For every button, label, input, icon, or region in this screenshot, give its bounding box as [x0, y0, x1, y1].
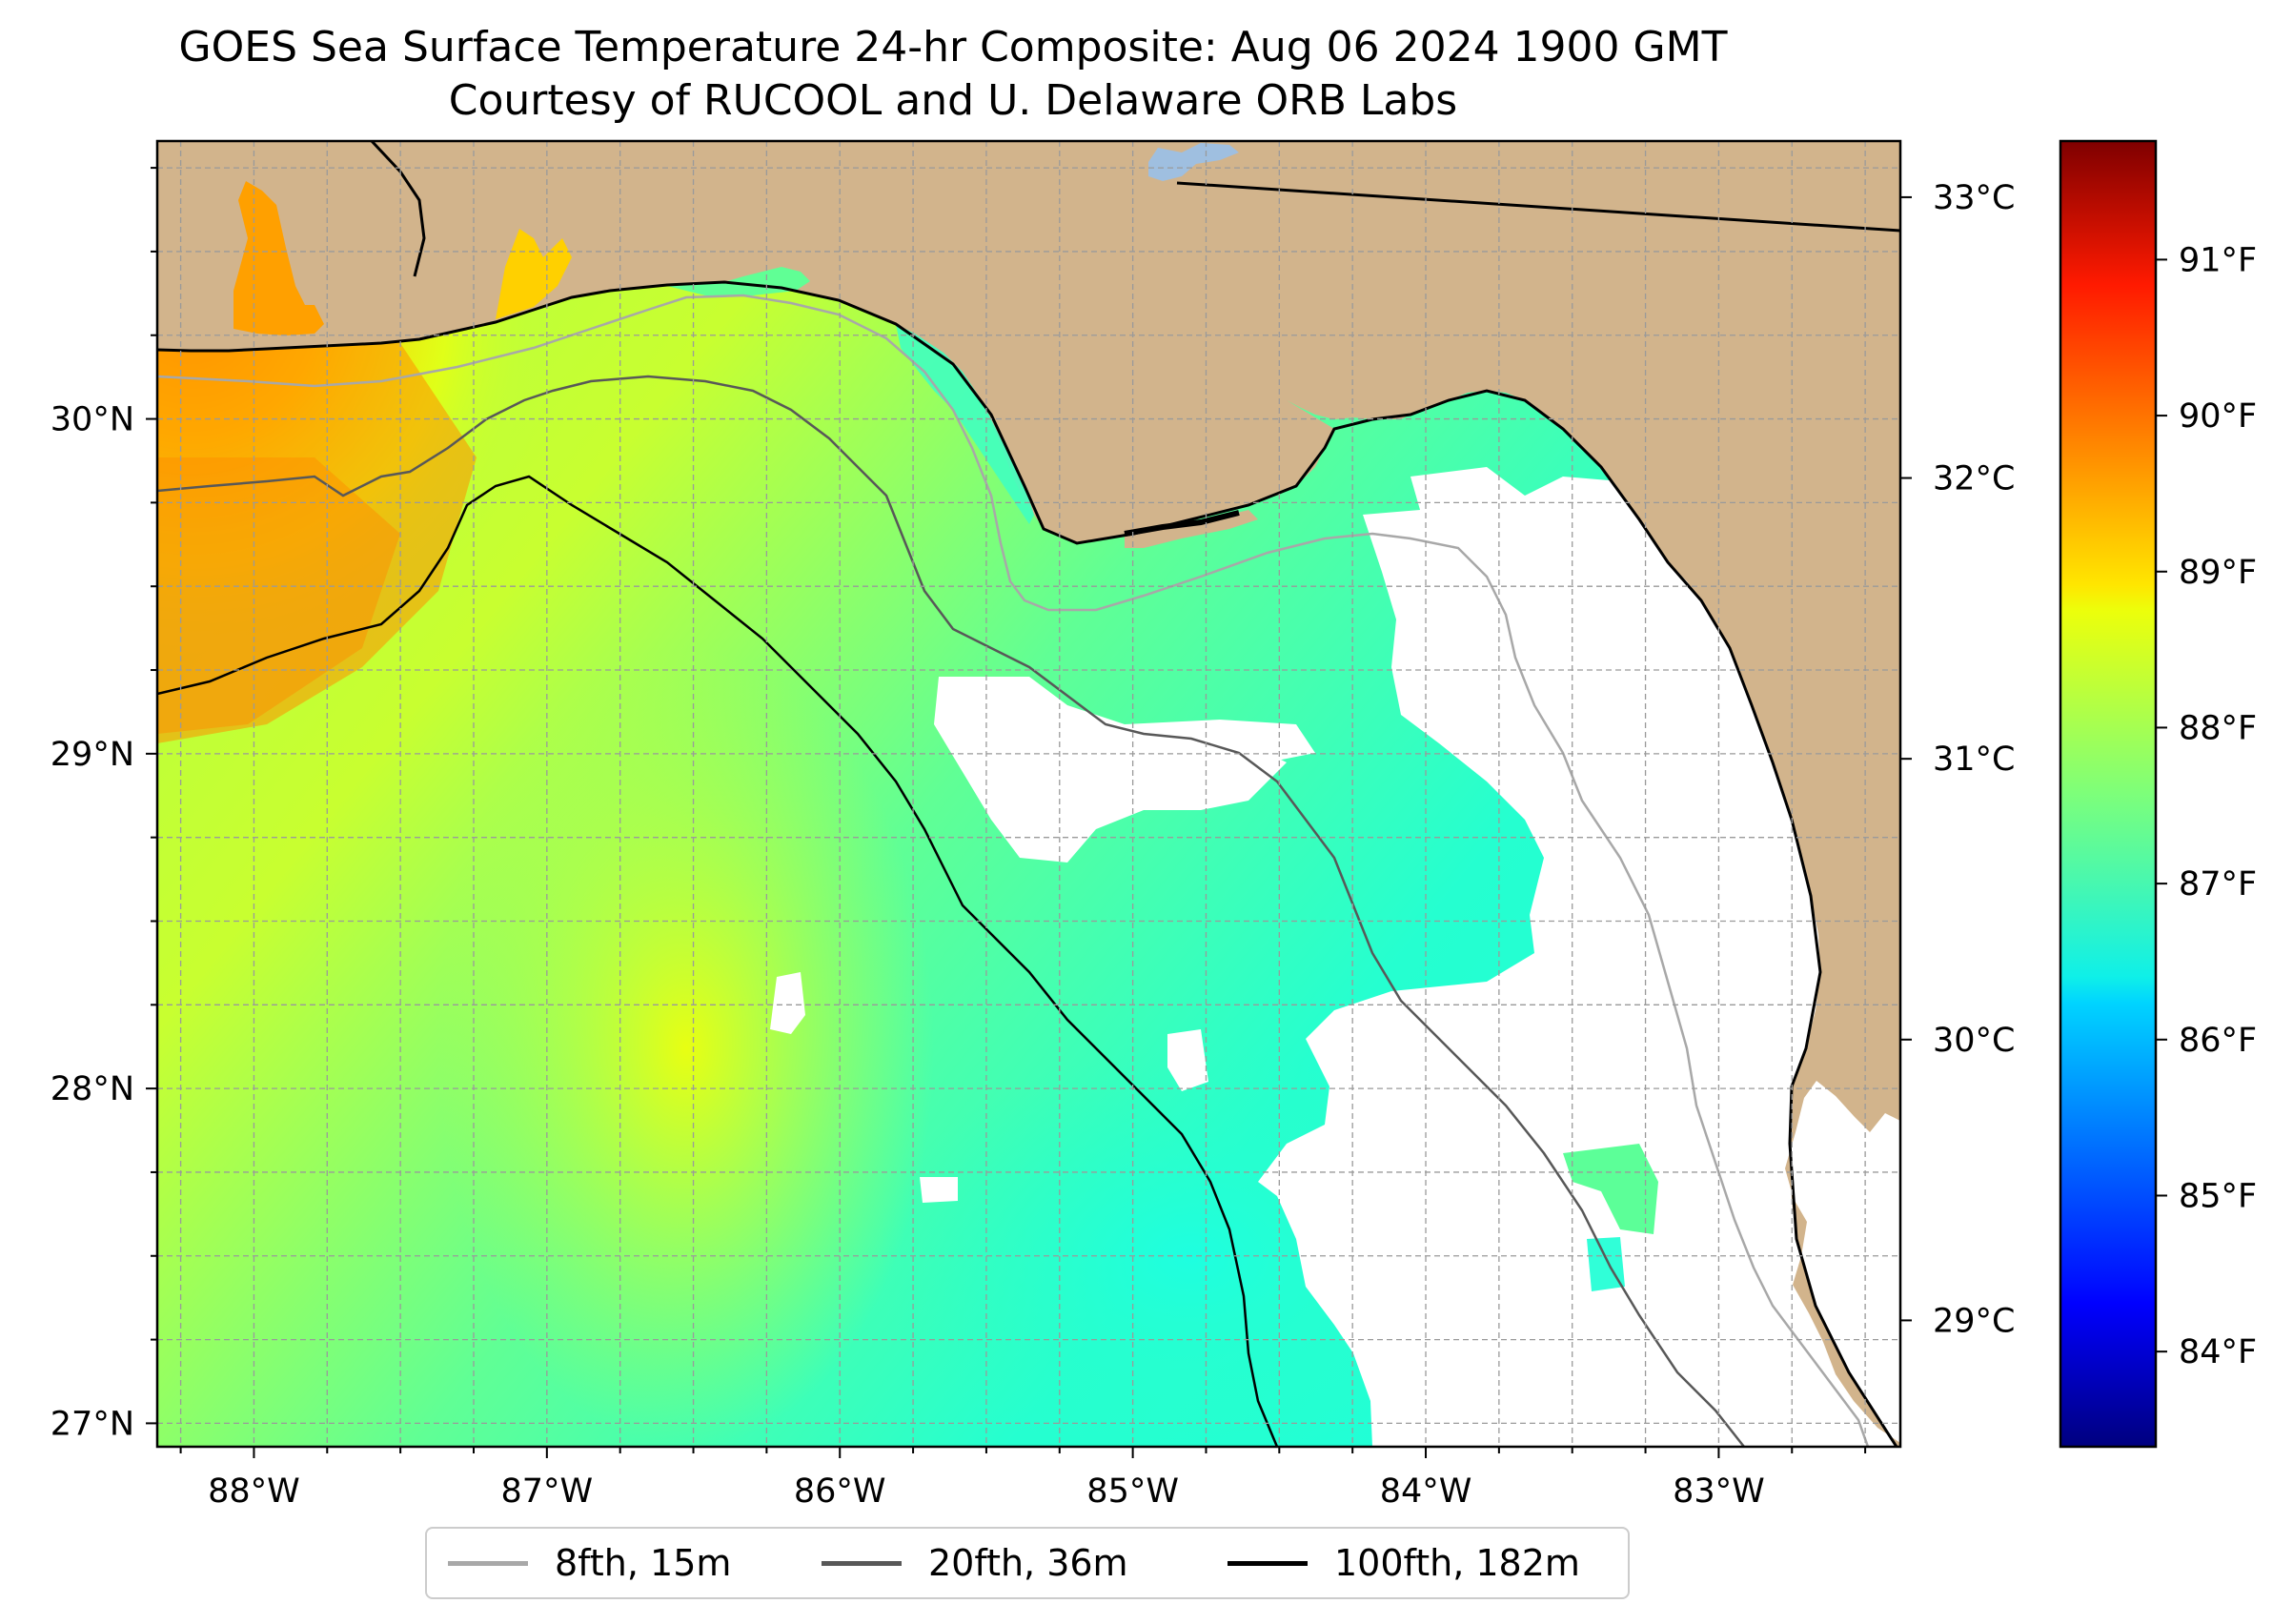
celsius-tick-label: 33°C: [1933, 179, 2015, 217]
celsius-tick-label: 29°C: [1933, 1302, 2015, 1340]
fahrenheit-tick-label: 87°F: [2179, 865, 2257, 903]
state-border-al-ms: [370, 141, 426, 277]
no-data-patch-3: [1167, 1029, 1208, 1091]
legend-swatch-100fth: [1228, 1560, 1308, 1566]
legend-item-100fth: 100fth, 182m: [1228, 1529, 1580, 1597]
legend-label-20fth: 20fth, 36m: [928, 1542, 1128, 1584]
mobile-bay-water: [233, 181, 324, 335]
hot-patch-west: [157, 457, 400, 734]
fahrenheit-tick-label: 85°F: [2179, 1177, 2257, 1215]
map-plot-area: [157, 141, 1900, 1447]
state-border-al-fl: [1176, 181, 1900, 233]
legend-item-20fth: 20fth, 36m: [822, 1529, 1128, 1597]
colorbar-fahrenheit-ticks: 84°F 85°F 86°F 87°F 88°F 89°F 90°F 91°F: [2156, 241, 2257, 1371]
barrier-island: [1124, 510, 1240, 537]
fahrenheit-tick-label: 84°F: [2179, 1333, 2257, 1371]
coastline: [157, 280, 1898, 1447]
st-george-island: [1125, 510, 1258, 548]
land-mass: [157, 141, 1900, 1447]
title-line-1: GOES Sea Surface Temperature 24-hr Compo…: [178, 23, 1728, 71]
legend-swatch-8fth: [448, 1560, 528, 1566]
map-frame: [155, 139, 1902, 1449]
legend-label-100fth: 100fth, 182m: [1334, 1542, 1580, 1584]
warm-tongue: [438, 648, 934, 1447]
lon-tick-label: 84°W: [1380, 1472, 1472, 1511]
lon-tick-label: 86°W: [794, 1472, 886, 1511]
no-data-region-east: [1258, 467, 1900, 1447]
colorbar-frame: [2059, 139, 2158, 1449]
no-data-patch-4: [920, 1177, 958, 1203]
grid-lines: [157, 141, 1900, 1447]
isobath-100fth: [157, 475, 1279, 1447]
fahrenheit-tick-label: 90°F: [2179, 397, 2257, 436]
no-data-region-central: [934, 677, 1287, 863]
celsius-tick-label: 32°C: [1933, 460, 2015, 498]
lat-tick-label: 28°N: [51, 1070, 134, 1108]
no-data-patch-1: [1125, 720, 1315, 762]
celsius-tick-label: 31°C: [1933, 741, 2015, 779]
lon-tick-label: 88°W: [208, 1472, 300, 1511]
legend-swatch-20fth: [822, 1560, 902, 1566]
st-andrews-bay-water: [896, 324, 1034, 524]
hot-patch-mobile-bay: [157, 286, 477, 743]
longitude-axis: 88°W 87°W 86°W 85°W 84°W 83°W: [179, 1447, 1867, 1511]
no-data-patch-2: [770, 972, 805, 1034]
fahrenheit-tick-label: 86°F: [2179, 1022, 2257, 1060]
legend-item-8fth: 8fth, 15m: [448, 1529, 731, 1597]
lon-tick-label: 87°W: [501, 1472, 594, 1511]
celsius-tick-label: 30°C: [1933, 1022, 2015, 1060]
colorbar-gradient: [2060, 141, 2156, 1447]
sst-pocket-1: [1563, 1144, 1658, 1234]
legend-label-8fth: 8fth, 15m: [555, 1542, 732, 1584]
title-line-2: Courtesy of RUCOOL and U. Delaware ORB L…: [448, 76, 1458, 125]
lat-tick-label: 27°N: [51, 1405, 134, 1443]
fahrenheit-tick-label: 88°F: [2179, 709, 2257, 747]
colorbar-celsius-ticks: 29°C 30°C 31°C 32°C 33°C: [1900, 179, 2015, 1340]
isobath-8fth: [157, 294, 1870, 1447]
lon-tick-label: 83°W: [1673, 1472, 1765, 1511]
colorbar: 29°C 30°C 31°C 32°C 33°C 84°F 85°F 86°F 87°F 88°…: [1900, 139, 2257, 1449]
lat-tick-label: 30°N: [51, 401, 134, 439]
fahrenheit-tick-label: 89°F: [2179, 554, 2257, 592]
latitude-axis: 27°N 28°N 29°N 30°N: [51, 167, 157, 1443]
fahrenheit-tick-label: 91°F: [2179, 241, 2257, 279]
lat-tick-label: 29°N: [51, 736, 134, 774]
lon-tick-label: 85°W: [1086, 1472, 1179, 1511]
isobath-20fth: [157, 375, 1745, 1447]
lake: [1148, 143, 1239, 181]
isobath-legend: 8fth, 15m 20fth, 36m 100fth, 182m: [425, 1527, 1630, 1599]
